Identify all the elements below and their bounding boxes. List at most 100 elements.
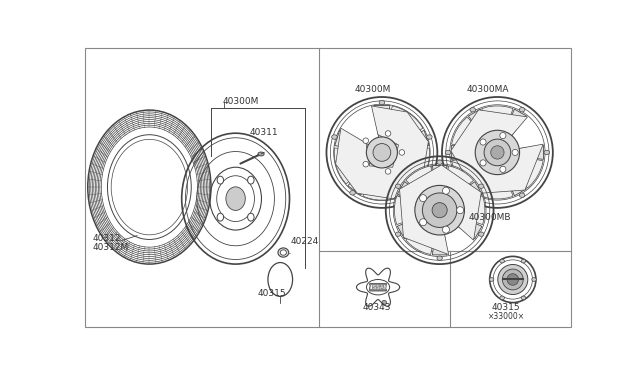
Polygon shape (394, 196, 416, 225)
Polygon shape (387, 161, 416, 195)
Ellipse shape (332, 135, 337, 139)
Ellipse shape (456, 207, 463, 214)
Ellipse shape (420, 219, 427, 226)
Polygon shape (397, 218, 422, 239)
Ellipse shape (498, 264, 528, 295)
Text: 40300MB: 40300MB (469, 212, 511, 221)
Text: 40300M: 40300M (355, 85, 391, 94)
Polygon shape (363, 169, 401, 200)
Polygon shape (512, 156, 543, 188)
Ellipse shape (432, 203, 447, 218)
Ellipse shape (470, 193, 476, 198)
Text: NISSAN: NISSAN (367, 285, 388, 290)
Ellipse shape (500, 132, 506, 139)
Ellipse shape (350, 190, 355, 195)
Polygon shape (468, 109, 490, 137)
Ellipse shape (476, 130, 520, 174)
Ellipse shape (280, 250, 287, 255)
Ellipse shape (519, 193, 525, 198)
Ellipse shape (470, 108, 476, 112)
Polygon shape (482, 173, 513, 199)
Polygon shape (452, 156, 483, 188)
Polygon shape (445, 166, 474, 194)
Polygon shape (451, 145, 477, 159)
Ellipse shape (437, 256, 442, 260)
Polygon shape (335, 130, 371, 151)
Ellipse shape (366, 137, 397, 168)
Ellipse shape (442, 187, 449, 194)
Ellipse shape (363, 138, 369, 144)
Ellipse shape (521, 259, 525, 263)
Ellipse shape (415, 185, 465, 235)
Ellipse shape (480, 160, 486, 166)
Ellipse shape (491, 146, 504, 159)
Ellipse shape (396, 232, 401, 236)
Polygon shape (406, 227, 435, 254)
Ellipse shape (382, 300, 387, 305)
Polygon shape (394, 130, 429, 151)
Ellipse shape (248, 176, 254, 184)
Polygon shape (397, 182, 422, 203)
Polygon shape (458, 218, 482, 239)
Ellipse shape (258, 152, 264, 156)
Ellipse shape (385, 131, 391, 136)
Polygon shape (451, 110, 543, 193)
Ellipse shape (226, 187, 245, 211)
Ellipse shape (519, 108, 525, 112)
Polygon shape (433, 166, 447, 187)
Ellipse shape (479, 184, 484, 188)
Text: ×33000×: ×33000× (488, 312, 525, 321)
Ellipse shape (373, 144, 391, 161)
Ellipse shape (442, 226, 449, 233)
Ellipse shape (445, 150, 451, 155)
Text: 40343: 40343 (363, 302, 391, 312)
Text: 40300M: 40300M (223, 97, 259, 106)
Ellipse shape (500, 259, 504, 263)
Text: 40312M: 40312M (92, 243, 129, 251)
Text: 40311: 40311 (250, 128, 278, 137)
Polygon shape (386, 106, 423, 143)
FancyBboxPatch shape (369, 283, 387, 291)
Ellipse shape (385, 169, 391, 174)
Ellipse shape (427, 135, 432, 139)
Ellipse shape (532, 278, 536, 281)
Ellipse shape (479, 232, 484, 236)
Ellipse shape (217, 176, 223, 184)
Polygon shape (396, 148, 429, 184)
Polygon shape (504, 169, 527, 196)
Polygon shape (374, 105, 390, 140)
Polygon shape (504, 109, 527, 137)
Ellipse shape (480, 139, 486, 145)
Ellipse shape (217, 213, 223, 221)
Ellipse shape (512, 150, 518, 155)
Ellipse shape (484, 139, 511, 166)
Ellipse shape (437, 160, 442, 164)
Ellipse shape (489, 278, 494, 281)
Polygon shape (452, 117, 483, 148)
Text: 40224: 40224 (291, 237, 319, 246)
Ellipse shape (521, 296, 525, 300)
Polygon shape (482, 106, 513, 132)
Polygon shape (335, 106, 428, 199)
Ellipse shape (500, 166, 506, 172)
Ellipse shape (500, 296, 504, 300)
Ellipse shape (502, 269, 523, 290)
Polygon shape (458, 182, 482, 203)
Text: 40315: 40315 (257, 289, 286, 298)
Ellipse shape (363, 161, 369, 167)
Ellipse shape (399, 150, 404, 155)
Polygon shape (406, 166, 435, 194)
Polygon shape (463, 196, 485, 225)
Ellipse shape (248, 213, 254, 221)
Polygon shape (518, 145, 543, 159)
Ellipse shape (420, 195, 427, 202)
Text: 40300MA: 40300MA (467, 85, 509, 94)
Polygon shape (334, 148, 368, 184)
Ellipse shape (507, 274, 518, 285)
Text: 40315: 40315 (492, 302, 520, 312)
Ellipse shape (379, 100, 385, 105)
Ellipse shape (422, 193, 457, 227)
Polygon shape (433, 234, 447, 255)
Ellipse shape (408, 190, 414, 195)
Polygon shape (348, 161, 376, 195)
